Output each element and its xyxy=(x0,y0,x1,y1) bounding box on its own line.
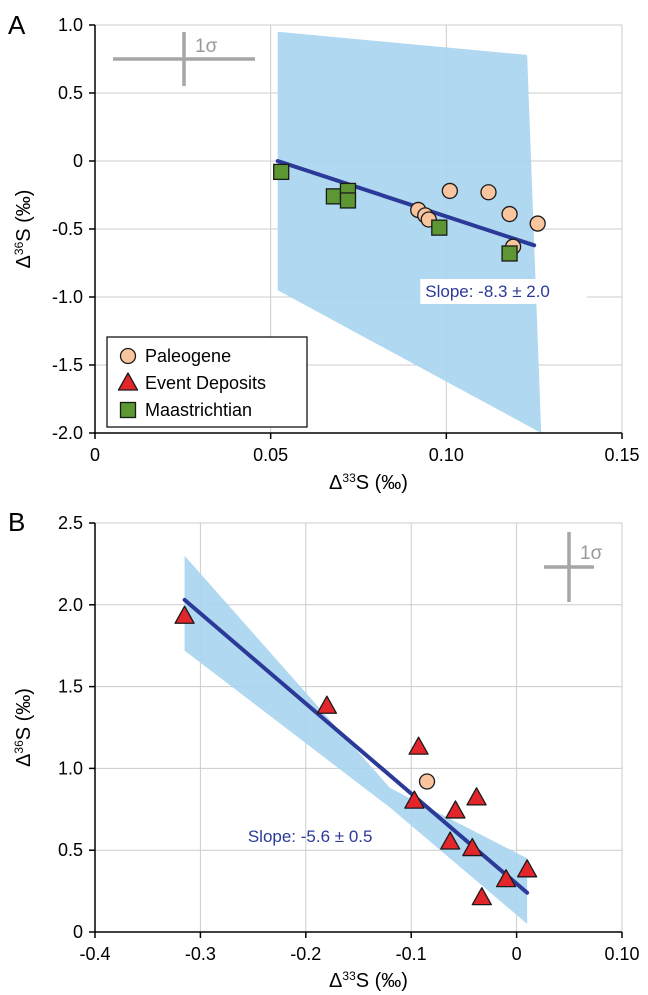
error-bar-label: 1σ xyxy=(580,543,603,564)
legend-marker xyxy=(117,372,139,391)
y-axis-title: Δ36S (‰) xyxy=(12,190,35,269)
y-tick-label: -1.5 xyxy=(52,355,83,375)
legend-label: Event Deposits xyxy=(145,373,266,393)
data-point xyxy=(339,192,357,209)
data-point xyxy=(440,831,461,850)
y-axis-title-suffix: S (‰) xyxy=(13,688,35,740)
x-axis-title-suffix: S (‰) xyxy=(356,970,408,992)
slope-annotation: Slope: -8.3 ± 2.0 xyxy=(425,282,550,301)
confidence-band xyxy=(184,555,528,924)
y-axis-title-prefix: Δ xyxy=(13,255,35,268)
series-maastrichtian xyxy=(273,163,518,262)
legend-label: Maastrichtian xyxy=(145,400,252,420)
y-tick-label: -1.0 xyxy=(52,287,83,307)
x-axis-title-suffix: S (‰) xyxy=(356,472,408,494)
data-point xyxy=(441,182,458,200)
x-axis-title-prefix: Δ xyxy=(329,472,342,494)
y-axis-title-prefix: Δ xyxy=(13,754,35,767)
legend-marker xyxy=(119,401,137,419)
y-tick-label: 0.5 xyxy=(58,83,83,103)
legend: Paleogene Event Deposits Maastrichtian xyxy=(106,336,308,428)
y-tick-label: 0 xyxy=(73,151,83,171)
y-axis-title-sup: 36 xyxy=(12,740,26,754)
error-bar-label: 1σ xyxy=(195,36,218,57)
y-axis-title: Δ36S (‰) xyxy=(12,688,35,767)
data-point xyxy=(480,184,497,201)
y-tick-label: 0 xyxy=(73,922,83,942)
x-axis-title: Δ33S (‰) xyxy=(329,969,408,992)
series-paleogene xyxy=(418,773,436,790)
data-point xyxy=(316,695,338,714)
data-point xyxy=(445,800,466,819)
x-tick-label: 0 xyxy=(90,445,100,465)
legend-marker xyxy=(119,347,137,365)
y-tick-label: -0.5 xyxy=(52,219,83,239)
data-point xyxy=(325,188,343,205)
x-tick-label: 0.10 xyxy=(604,944,639,964)
y-tick-label: 2.0 xyxy=(58,595,83,615)
data-point xyxy=(529,215,546,232)
panel-b: 1σ Slope: -5.6 ± 0.5 -0.4 -0.3 -0.2 -0.1 0 0.10… xyxy=(8,507,640,992)
data-point xyxy=(462,837,483,857)
x-axis-title-prefix: Δ xyxy=(329,970,342,992)
data-point xyxy=(404,790,425,809)
x-tick-label: 0.05 xyxy=(253,445,288,465)
x-axis-title-sup: 33 xyxy=(342,471,356,485)
panel-label: A xyxy=(8,10,26,40)
panel-label: B xyxy=(8,507,25,537)
x-tick-label: 0 xyxy=(512,944,522,964)
data-point xyxy=(466,787,487,806)
data-point xyxy=(501,205,518,223)
y-tick-label: 0.5 xyxy=(58,840,83,860)
y-tick-label: 1.0 xyxy=(58,758,83,778)
series-event-deposits xyxy=(174,605,538,906)
y-tick-label: -2.0 xyxy=(52,423,83,443)
slope-annotation: Slope: -5.6 ± 0.5 xyxy=(248,827,373,846)
fit-line xyxy=(275,159,537,248)
data-point xyxy=(431,219,448,236)
slope-annotation-bg xyxy=(420,279,587,304)
data-point xyxy=(408,736,429,755)
confidence-band xyxy=(277,31,542,434)
y-axis-title-suffix: S (‰) xyxy=(13,190,35,242)
data-point xyxy=(418,773,436,790)
x-tick-label: -0.1 xyxy=(396,944,427,964)
y-axis-title-sup: 36 xyxy=(12,241,26,255)
x-tick-label: -0.4 xyxy=(79,944,110,964)
legend-box xyxy=(106,336,308,428)
data-point xyxy=(471,886,492,906)
x-tick-label: 0.10 xyxy=(429,445,464,465)
legend-label: Paleogene xyxy=(145,346,231,366)
data-point xyxy=(174,605,195,624)
x-axis-title: Δ33S (‰) xyxy=(329,471,408,494)
x-tick-label: -0.3 xyxy=(185,944,216,964)
y-tick-label: 1.5 xyxy=(58,677,83,697)
data-point xyxy=(273,163,290,181)
x-tick-label: 0.15 xyxy=(604,445,639,465)
x-axis-title-sup: 33 xyxy=(342,969,356,983)
x-tick-label: -0.2 xyxy=(290,944,321,964)
data-point xyxy=(501,245,518,262)
y-tick-label: 2.5 xyxy=(58,513,83,533)
data-point xyxy=(495,868,517,888)
y-tick-label: 1.0 xyxy=(58,15,83,35)
data-point xyxy=(516,859,538,878)
